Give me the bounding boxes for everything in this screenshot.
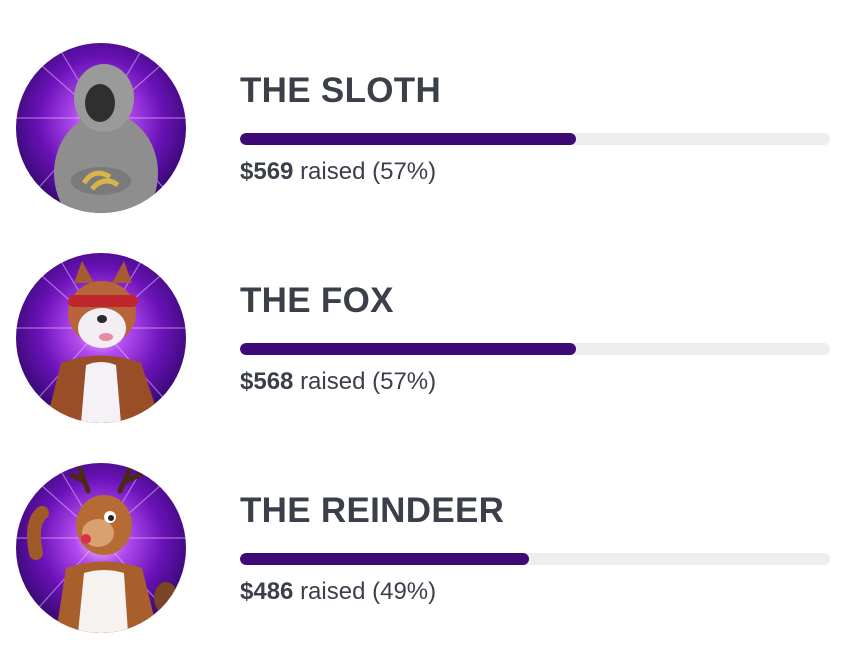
raised-amount: $568 (240, 368, 294, 395)
raised-amount: $569 (240, 158, 294, 185)
raised-summary: $486 raised (49%) (240, 578, 436, 606)
progress-bar (240, 133, 830, 145)
raised-amount: $486 (240, 578, 294, 605)
reindeer-costume-avatar (16, 463, 186, 633)
progress-bar (240, 553, 830, 565)
progress-fill (240, 553, 530, 565)
fox-costume-avatar (16, 253, 186, 423)
progress-fill (240, 133, 577, 145)
entry-name: THE REINDEER (240, 491, 505, 530)
raised-summary: $569 raised (57%) (240, 158, 436, 186)
raised-label: raised (57%) (300, 368, 437, 395)
leaderboard-entry[interactable]: THE SLOTH $569 raised (57%) (0, 43, 858, 215)
raised-label: raised (49%) (300, 578, 437, 605)
entry-name: THE FOX (240, 281, 394, 320)
leaderboard-entry[interactable]: THE FOX $568 raised (57%) (0, 253, 858, 425)
sloth-costume-avatar (16, 43, 186, 213)
leaderboard-entry[interactable]: THE REINDEER $486 raised (49%) (0, 463, 858, 635)
raised-summary: $568 raised (57%) (240, 368, 436, 396)
progress-fill (240, 343, 577, 355)
entry-name: THE SLOTH (240, 71, 442, 110)
progress-bar (240, 343, 830, 355)
raised-label: raised (57%) (300, 158, 437, 185)
